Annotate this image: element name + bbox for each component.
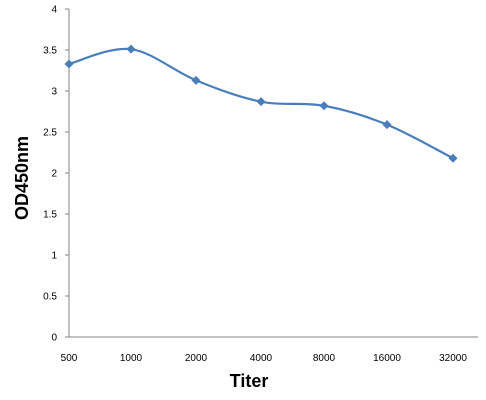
x-axis-ticks: 500 1000 2000 4000 8000 16000 32000 [61,353,468,364]
y-tick-label: 1.5 [43,210,57,221]
y-tick-label: 1 [51,251,57,262]
data-point-marker [256,97,266,107]
y-tick-label: 0.5 [43,292,57,303]
y-tick-label: 2.5 [43,128,57,139]
data-point-marker [126,44,136,54]
x-tick-label: 32000 [439,353,467,364]
data-point-marker [191,75,201,85]
x-tick-label: 8000 [313,353,336,364]
y-tick-label: 4 [51,5,57,16]
y-tick-label: 2 [51,169,57,180]
x-tick-label: 2000 [185,353,208,364]
data-point-marker [382,120,392,130]
y-tick-label: 3 [51,87,57,98]
data-point-marker [319,101,329,111]
x-tick-label: 1000 [120,353,143,364]
x-tick-label: 500 [61,353,78,364]
x-tick-label: 4000 [250,353,273,364]
series-markers [64,44,458,163]
y-axis-title: OD450nm [12,136,32,220]
y-tick-label: 3.5 [43,46,57,57]
x-tick-label: 16000 [373,353,401,364]
data-point-marker [64,59,74,69]
x-axis-title: Titer [230,371,269,391]
data-point-marker [448,153,458,163]
y-tick-label: 0 [51,333,57,344]
y-axis-ticks: 0 0.5 1 1.5 2 2.5 3 3.5 4 [43,5,69,344]
